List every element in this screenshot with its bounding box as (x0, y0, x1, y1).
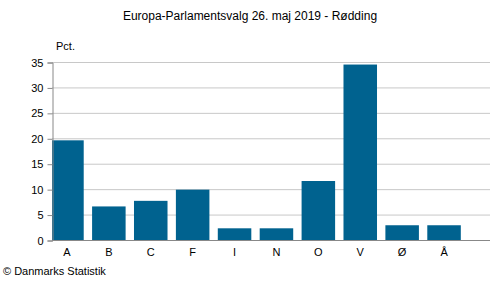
bar (302, 181, 336, 240)
x-tick: N (272, 241, 280, 259)
y-tick: 20 (31, 133, 52, 145)
x-axis: ABCFINOVØÅ (52, 241, 490, 259)
x-tick-label: N (272, 246, 280, 258)
x-tick-label: C (147, 246, 155, 258)
x-tick: C (147, 241, 155, 259)
bar (176, 190, 210, 240)
y-tick: 30 (31, 82, 52, 94)
y-tick-label: 0 (37, 235, 43, 247)
grid-line (52, 87, 490, 88)
x-tick: O (314, 241, 323, 259)
bar (134, 201, 168, 240)
y-tick-label: 5 (37, 209, 43, 221)
bar (385, 225, 419, 240)
grid-line (52, 189, 490, 190)
x-tick-label: V (357, 246, 365, 258)
x-tick-label: O (314, 246, 323, 258)
grid-line (52, 138, 490, 139)
x-tick-label: I (233, 246, 236, 258)
bar (260, 228, 294, 240)
bar (92, 206, 126, 240)
y-tick-mark (48, 215, 53, 216)
y-tick: 10 (31, 184, 52, 196)
source: © Danmarks Statistik (3, 265, 106, 277)
x-tick: V (357, 241, 365, 259)
y-tick-mark (48, 113, 53, 114)
grid-line (52, 113, 490, 114)
bars (52, 65, 461, 240)
grid-line (52, 62, 490, 63)
x-tick: A (63, 241, 71, 259)
x-axis-line (52, 240, 490, 241)
y-tick-mark (48, 63, 53, 64)
bar (427, 225, 461, 240)
y-tick-label: 10 (31, 184, 43, 196)
x-tick: B (105, 241, 112, 259)
x-tick: I (233, 241, 236, 259)
y-axis: 0 5 10 15 20 25 30 35 (31, 57, 53, 247)
x-tick-label: Å (440, 246, 448, 258)
grid (52, 63, 490, 241)
bar (52, 140, 84, 240)
x-tick-label: Ø (398, 246, 407, 258)
x-tick-label: B (105, 246, 112, 258)
y-tick: 15 (31, 158, 52, 170)
grid-line (52, 240, 490, 241)
x-tick: Å (440, 241, 448, 259)
y-tick-label: 25 (31, 107, 43, 119)
y-tick: 25 (31, 107, 52, 119)
chart: Europa-Parlamentsvalg 26. maj 2019 - Rød… (0, 0, 500, 282)
grid-line (52, 164, 490, 165)
y-tick-label: 30 (31, 82, 43, 94)
y-tick-label: 20 (31, 133, 43, 145)
y-tick-mark (48, 164, 53, 165)
x-tick-label: F (189, 246, 196, 258)
y-tick-mark (48, 88, 53, 89)
y-axis-line (48, 63, 54, 241)
y-tick-mark (48, 190, 53, 191)
x-tick: Ø (398, 241, 407, 259)
bar (343, 65, 377, 240)
y-tick: 0 (37, 235, 52, 247)
x-tick-label: A (63, 246, 71, 258)
y-tick-mark (48, 139, 53, 140)
bar (218, 228, 252, 240)
x-tick: F (189, 241, 196, 259)
y-tick-label: 15 (31, 158, 43, 170)
title: Europa-Parlamentsvalg 26. maj 2019 - Rød… (123, 9, 377, 23)
y-tick-mark (48, 241, 53, 242)
y-tick: 35 (31, 57, 52, 69)
y-tick: 5 (37, 209, 52, 221)
y-tick-label: 35 (31, 57, 43, 69)
y-axis-title: Pct. (56, 40, 75, 52)
